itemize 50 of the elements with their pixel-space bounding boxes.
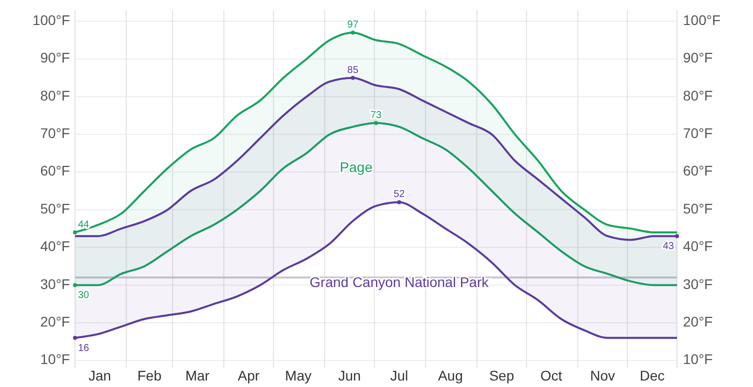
data-label: 16 xyxy=(78,342,90,354)
y2-tick-label: 70°F xyxy=(683,125,713,142)
point xyxy=(73,283,77,288)
point xyxy=(350,76,355,80)
x-tick-label: Jan xyxy=(88,368,112,384)
y-tick-label: 30°F xyxy=(40,276,70,292)
y2-tick-label: 30°F xyxy=(683,276,713,292)
y-tick-label: 70°F xyxy=(40,125,70,142)
x-tick-label: Jun xyxy=(338,368,361,384)
y2-tick-label: 40°F xyxy=(683,238,713,254)
y2-tick-label: 90°F xyxy=(683,50,713,66)
y-tick-label: 10°F xyxy=(40,351,70,368)
point xyxy=(374,121,378,126)
y-tick-label: 80°F xyxy=(40,87,70,104)
y-tick-label: 60°F xyxy=(40,162,70,179)
data-label: 30 xyxy=(78,290,90,302)
data-label: 52 xyxy=(394,189,406,200)
point xyxy=(350,30,355,35)
x-tick-label: Apr xyxy=(238,368,260,384)
x-tick-label: Aug xyxy=(438,368,463,384)
x-tick-label: Jul xyxy=(390,368,408,384)
x-tick-label: Dec xyxy=(640,368,665,384)
y2-tick-label: 60°F xyxy=(683,162,713,179)
y2-tick-label: 50°F xyxy=(683,200,713,216)
x-tick-label: May xyxy=(285,368,312,384)
point xyxy=(73,336,77,340)
y-tick-label: 100°F xyxy=(32,12,70,28)
data-label: 85 xyxy=(347,64,359,76)
x-tick-label: Oct xyxy=(540,368,562,384)
text: Grand Canyon National Park xyxy=(310,274,490,290)
point xyxy=(675,234,679,238)
y-tick-label: 90°F xyxy=(40,50,70,66)
x-tick-label: Nov xyxy=(590,368,616,384)
data-label: 44 xyxy=(78,219,90,230)
data-label: 73 xyxy=(370,110,382,122)
x-tick-label: Feb xyxy=(137,368,162,384)
y-tick-label: 50°F xyxy=(40,200,70,216)
y-tick-label: 20°F xyxy=(40,313,70,330)
y2-tick-label: 100°F xyxy=(683,12,721,28)
data-label: 97 xyxy=(347,20,359,31)
text: Page xyxy=(340,158,373,175)
x-tick-label: Sep xyxy=(489,368,514,384)
point xyxy=(73,230,77,234)
y-tick-label: 40°F xyxy=(40,238,70,254)
y2-tick-label: 20°F xyxy=(683,313,713,330)
y2-tick-label: 80°F xyxy=(683,87,713,104)
y2-tick-label: 10°F xyxy=(683,351,713,368)
x-tick-label: Mar xyxy=(185,368,210,384)
data-label: 43 xyxy=(662,241,674,252)
point xyxy=(397,200,402,204)
